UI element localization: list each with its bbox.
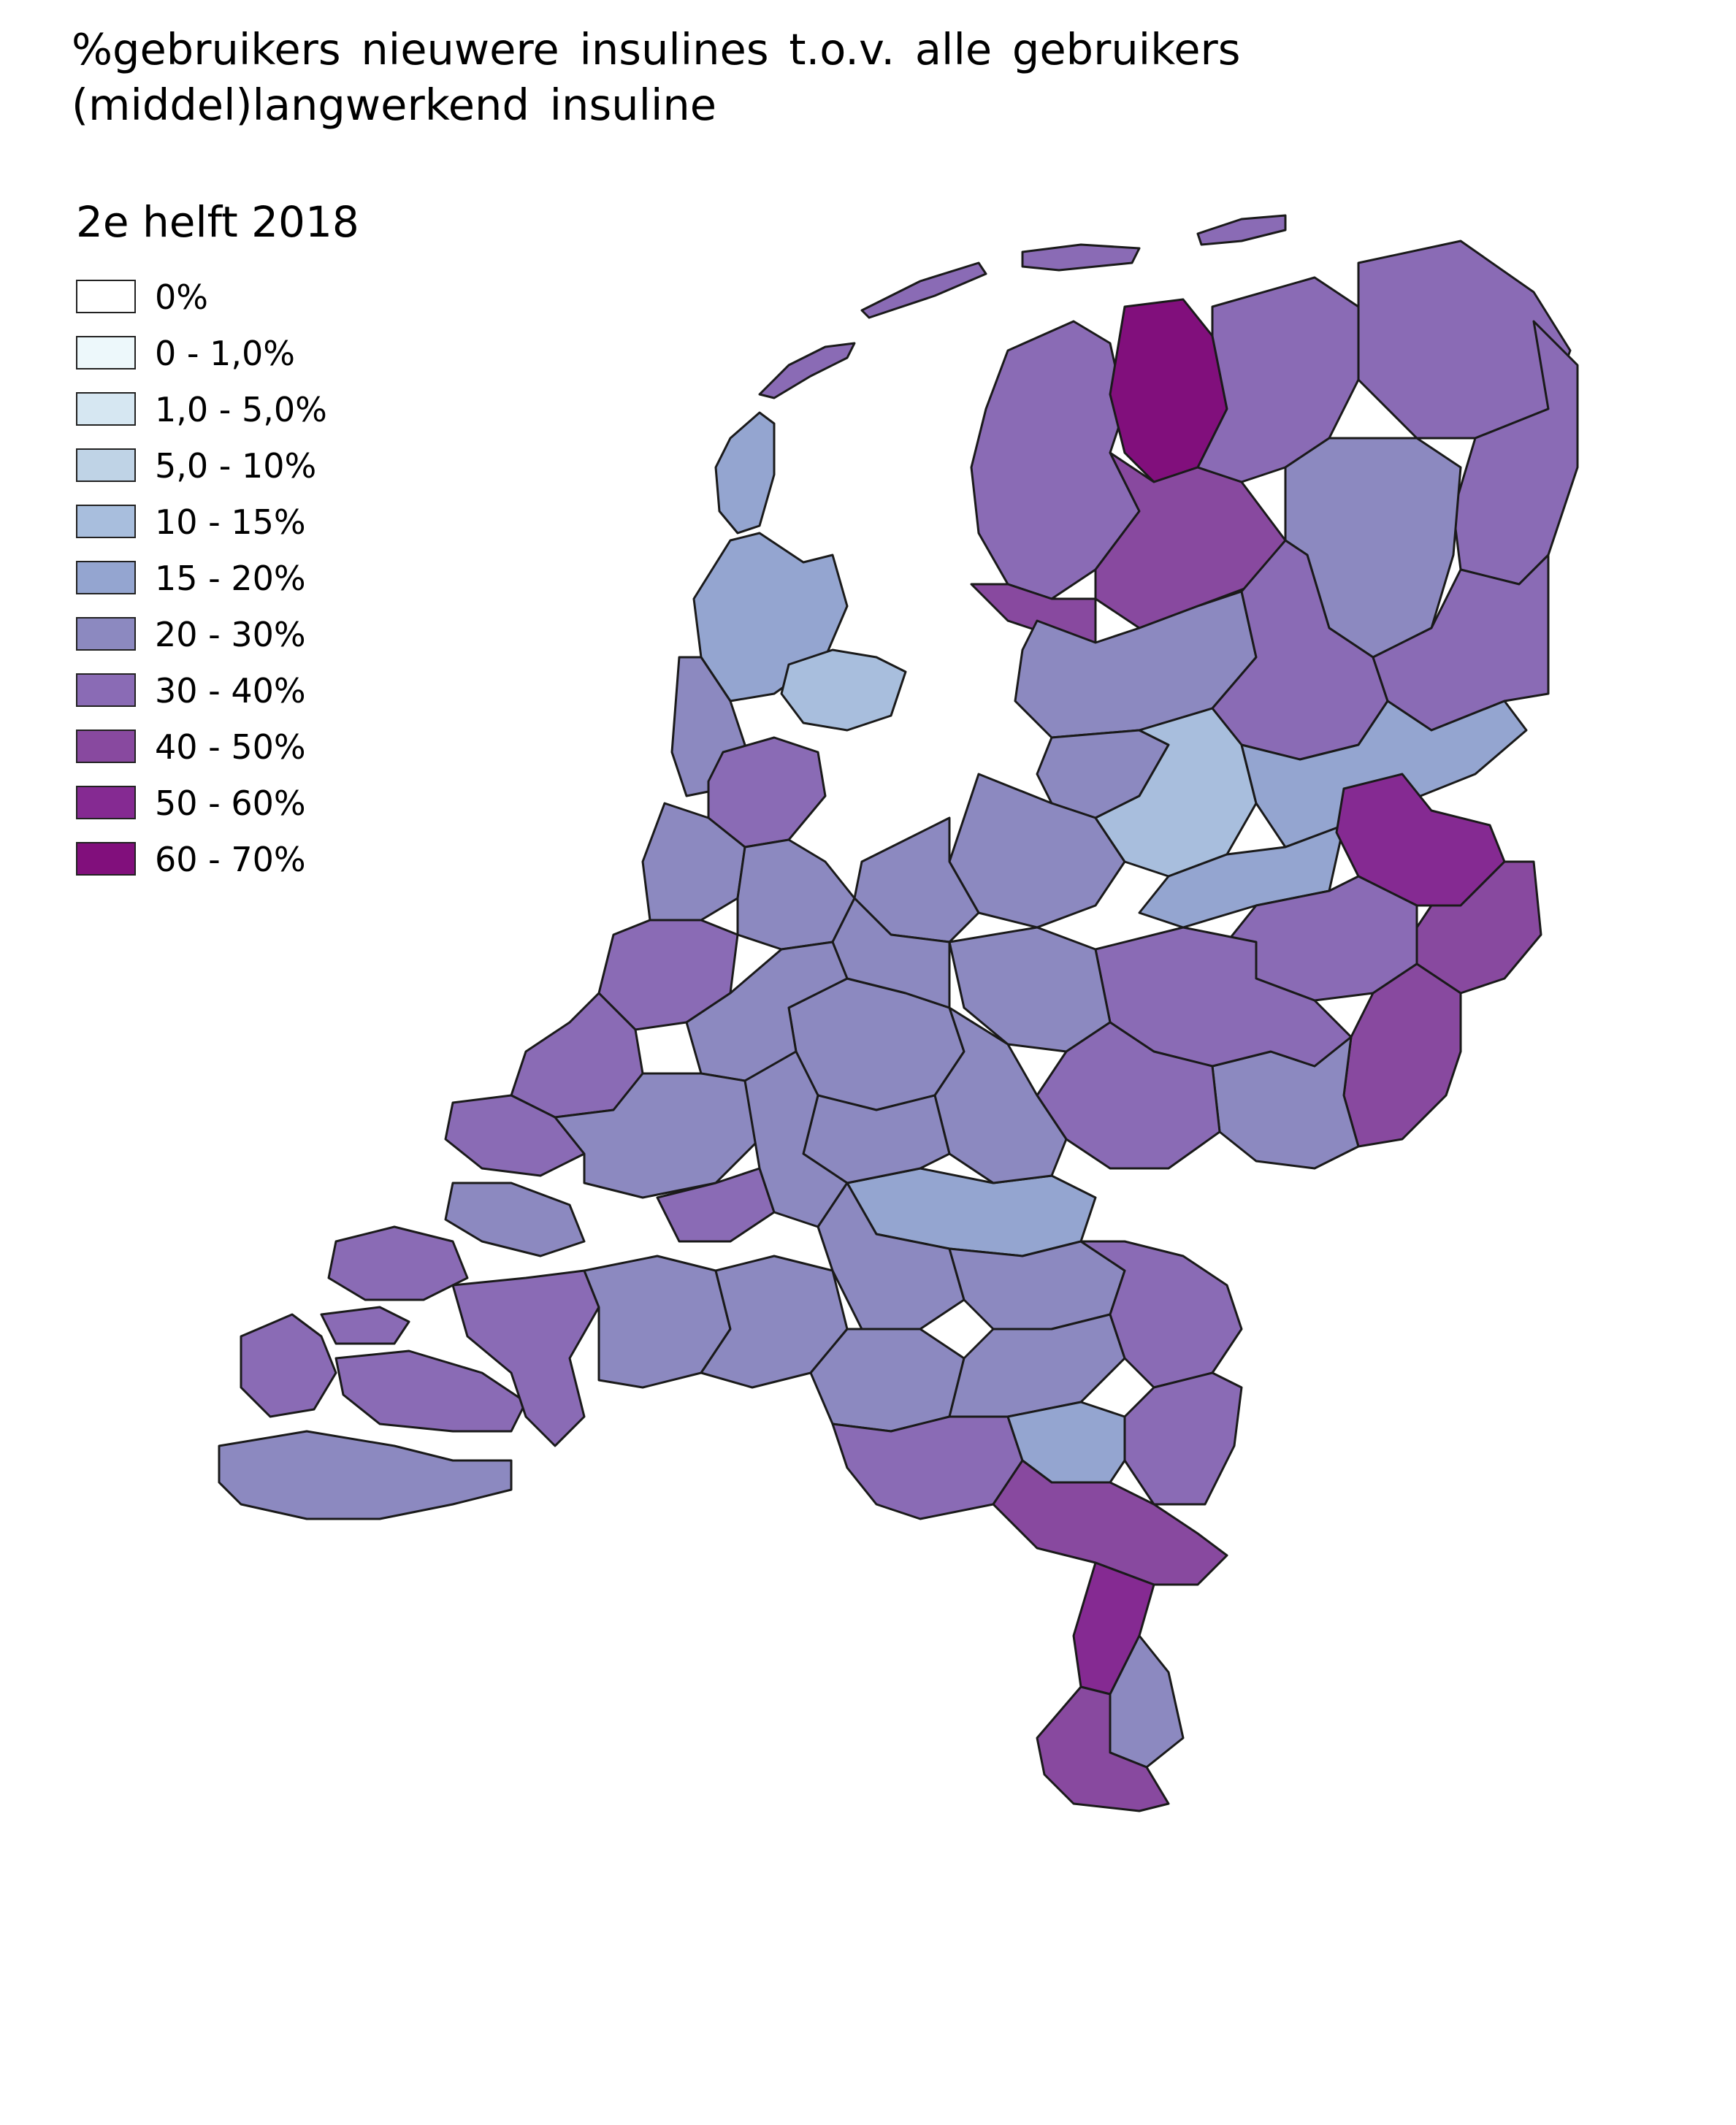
legend-item: 30 - 40% (76, 671, 441, 711)
region-west-friesland[interactable] (780, 648, 907, 732)
region-midden-limburg[interactable] (992, 1459, 1228, 1586)
legend-swatch (76, 617, 136, 651)
legend-swatch (76, 505, 136, 538)
legend-item: 0% (76, 277, 441, 317)
legend-item: 0 - 1,0% (76, 334, 441, 373)
legend-label: 0 - 1,0% (155, 334, 295, 373)
legend-label: 20 - 30% (155, 615, 306, 654)
legend-item: 15 - 20% (76, 559, 441, 598)
legend-label: 60 - 70% (155, 840, 306, 879)
legend-swatch (76, 561, 136, 594)
region-kennemerland[interactable] (641, 802, 746, 922)
legend-swatch (76, 730, 136, 763)
legend-swatch (76, 392, 136, 426)
region-helmond[interactable] (948, 1313, 1126, 1418)
legend-item: 1,0 - 5,0% (76, 390, 441, 429)
region-maastricht[interactable] (1036, 1685, 1170, 1812)
legend-item: 5,0 - 10% (76, 446, 441, 486)
legend-label: 30 - 40% (155, 671, 306, 711)
legend-title: 2e helft 2018 (76, 197, 359, 247)
legend-swatch (76, 448, 136, 482)
region-schiermonnikoog[interactable] (1196, 214, 1287, 246)
legend-swatch (76, 336, 136, 370)
region-friesland-south[interactable] (970, 583, 1097, 644)
region-west-brabant[interactable] (451, 1269, 600, 1447)
legend-label: 50 - 60% (155, 784, 306, 823)
legend-label: 1,0 - 5,0% (155, 390, 327, 429)
region-zeeuws-vlaanderen[interactable] (218, 1430, 513, 1520)
region-gooi[interactable] (831, 897, 951, 1009)
region-oss[interactable] (948, 1240, 1126, 1330)
legend-label: 0% (155, 277, 208, 317)
region-vlieland[interactable] (758, 342, 856, 399)
legend-item: 60 - 70% (76, 840, 441, 879)
region-noord-beveland[interactable] (320, 1306, 410, 1345)
region-texel[interactable] (714, 411, 776, 535)
legend-label: 40 - 50% (155, 727, 306, 767)
legend-swatch (76, 786, 136, 819)
region-terschelling[interactable] (860, 261, 987, 319)
legend-item: 40 - 50% (76, 727, 441, 767)
region-utrecht-east[interactable] (933, 1006, 1068, 1184)
region-walcheren[interactable] (240, 1313, 337, 1418)
region-ameland[interactable] (1021, 243, 1141, 272)
legend-label: 10 - 15% (155, 502, 306, 542)
legend-swatch (76, 673, 136, 707)
legend-item: 20 - 30% (76, 615, 441, 654)
map-title: %gebruikers nieuwere insulines t.o.v. al… (72, 24, 1241, 130)
legend-label: 5,0 - 10% (155, 446, 317, 486)
legend-swatch (76, 842, 136, 876)
region-westland[interactable] (444, 1094, 586, 1177)
region-friesland-central[interactable] (1094, 451, 1287, 629)
region-zuid-beveland[interactable] (334, 1349, 527, 1433)
region-venlo[interactable] (1123, 1371, 1243, 1506)
legend-swatch (76, 280, 136, 313)
legend-label: 15 - 20% (155, 559, 306, 598)
legend-item: 10 - 15% (76, 502, 441, 542)
legend-item: 50 - 60% (76, 784, 441, 823)
region-schouwen[interactable] (327, 1225, 469, 1301)
region-voorne-putten[interactable] (444, 1182, 586, 1257)
region-eindhoven[interactable] (809, 1328, 965, 1433)
region-layer (218, 214, 1579, 1812)
